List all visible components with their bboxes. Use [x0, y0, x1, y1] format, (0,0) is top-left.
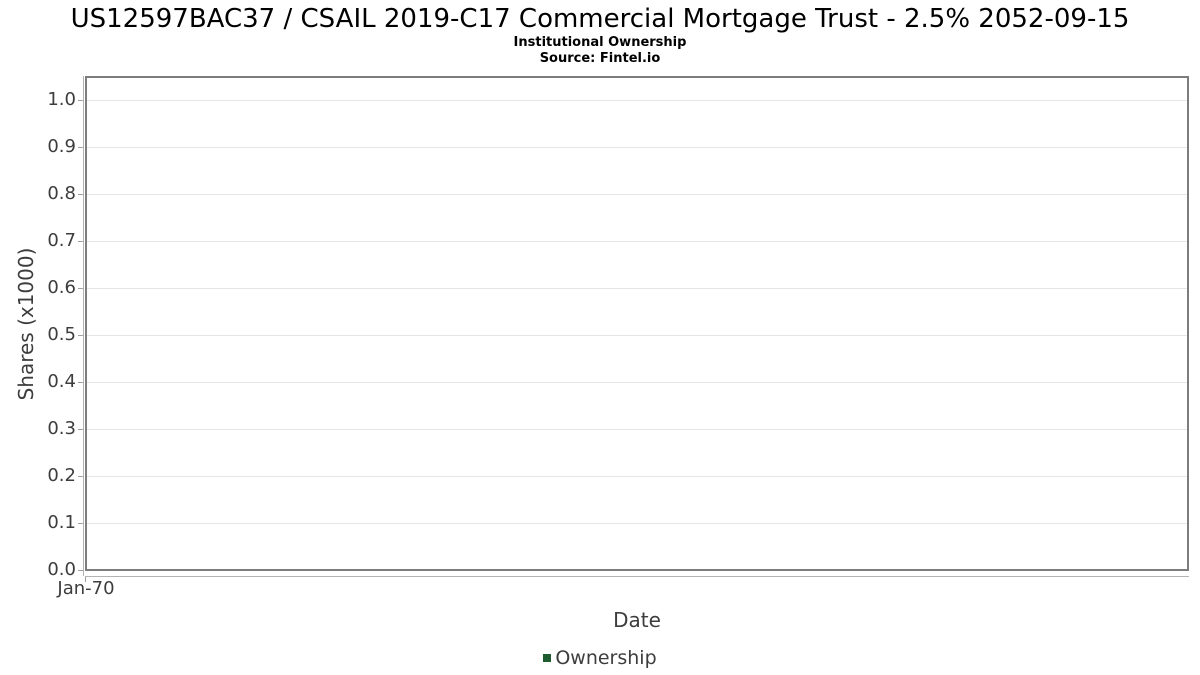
y-axis-line: [83, 76, 84, 576]
gridline-0.1: [87, 523, 1187, 524]
chart-subtitle: Institutional Ownership: [513, 35, 687, 50]
y-tick-mark-0.8: [78, 194, 84, 195]
y-tick-label-0.1: 0.1: [47, 512, 76, 533]
x-axis-line: [85, 576, 1189, 577]
y-tick-mark-0.9: [78, 147, 84, 148]
legend: Ownership: [0, 645, 1200, 671]
y-tick-label-1.0: 1.0: [47, 89, 76, 110]
legend-swatch-ownership: [543, 654, 552, 662]
x-axis-tick-label: Jan-70: [57, 578, 115, 599]
chart-source: Source: Fintel.io: [539, 51, 661, 66]
x-axis-title: Date: [613, 608, 661, 632]
y-tick-mark-0.4: [78, 382, 84, 383]
gridline-0.4: [87, 382, 1187, 383]
y-tick-mark-0.2: [78, 476, 84, 477]
y-tick-mark-0.7: [78, 241, 84, 242]
y-tick-label-0.3: 0.3: [47, 418, 76, 439]
chart-title: US12597BAC37 / CSAIL 2019-C17 Commercial…: [70, 4, 1130, 34]
y-tick-label-0.4: 0.4: [47, 371, 76, 392]
y-tick-mark-0.6: [78, 288, 84, 289]
gridline-0.9: [87, 147, 1187, 148]
y-tick-label-0.2: 0.2: [47, 465, 76, 486]
gridline-1.0: [87, 100, 1187, 101]
y-tick-label-0.8: 0.8: [47, 183, 76, 204]
y-axis-title: Shares (x1000): [14, 247, 38, 401]
y-tick-mark-1.0: [78, 100, 84, 101]
gridline-0.8: [87, 194, 1187, 195]
gridline-0.3: [87, 429, 1187, 430]
y-tick-mark-0.5: [78, 335, 84, 336]
y-tick-label-0.0: 0.0: [47, 559, 76, 580]
plot-area: [85, 76, 1189, 571]
y-tick-label-0.5: 0.5: [47, 324, 76, 345]
gridline-0.6: [87, 288, 1187, 289]
y-tick-label-0.7: 0.7: [47, 230, 76, 251]
y-tick-mark-0.3: [78, 429, 84, 430]
x-axis-tick-mark: [85, 577, 86, 582]
y-tick-mark-0.1: [78, 523, 84, 524]
gridline-0.7: [87, 241, 1187, 242]
y-tick-label-0.9: 0.9: [47, 136, 76, 157]
gridline-0.2: [87, 476, 1187, 477]
y-tick-label-0.6: 0.6: [47, 277, 76, 298]
y-tick-mark-0.0: [78, 570, 84, 571]
gridline-0.5: [87, 335, 1187, 336]
legend-label-ownership: Ownership: [555, 647, 657, 669]
